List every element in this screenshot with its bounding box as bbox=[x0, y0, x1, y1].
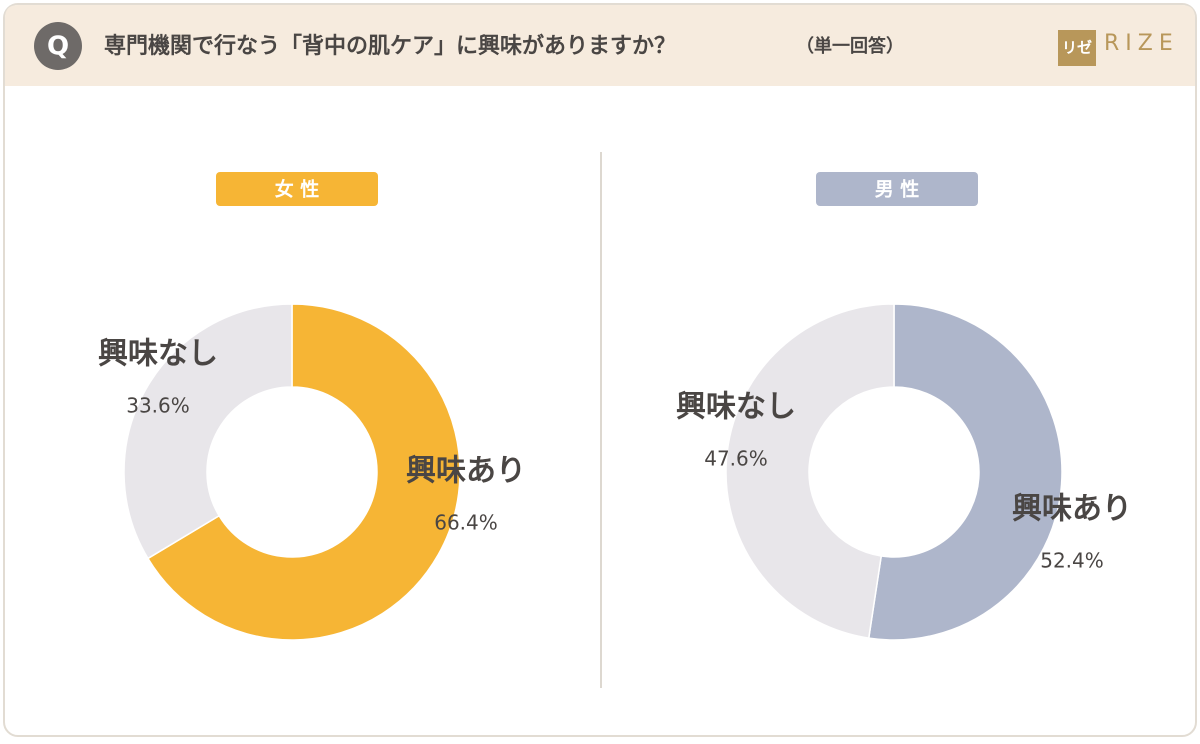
category-label: 興味なし bbox=[676, 390, 796, 425]
donut-segment bbox=[725, 303, 895, 639]
logo-mark: リゼ bbox=[1062, 39, 1092, 57]
category-label: 興味あり bbox=[1012, 492, 1132, 527]
value-label: 52.4% bbox=[1040, 549, 1104, 573]
panel-badge bbox=[816, 172, 978, 206]
value-label: 33.6% bbox=[126, 394, 190, 418]
value-label: 47.6% bbox=[704, 447, 768, 471]
panel-badge bbox=[216, 172, 378, 206]
category-label: 興味なし bbox=[98, 337, 218, 372]
q-badge-text: Q bbox=[47, 32, 69, 62]
logo-text: RIZE bbox=[1104, 31, 1179, 56]
value-label: 66.4% bbox=[434, 511, 498, 535]
question-note: （単一回答） bbox=[796, 35, 904, 57]
panel-title: 女 性 bbox=[275, 178, 320, 201]
donut-segment bbox=[123, 303, 293, 560]
donut-segment bbox=[146, 303, 461, 641]
question-title: 専門機関で行なう「背中の肌ケア」に興味がありますか？ bbox=[104, 33, 676, 59]
category-label: 興味あり bbox=[406, 454, 526, 489]
header-band bbox=[5, 5, 1195, 86]
donut-segment bbox=[867, 303, 1063, 641]
panel-title: 男 性 bbox=[875, 178, 920, 201]
q-badge bbox=[34, 22, 82, 70]
logo-mark-bg bbox=[1058, 30, 1096, 66]
